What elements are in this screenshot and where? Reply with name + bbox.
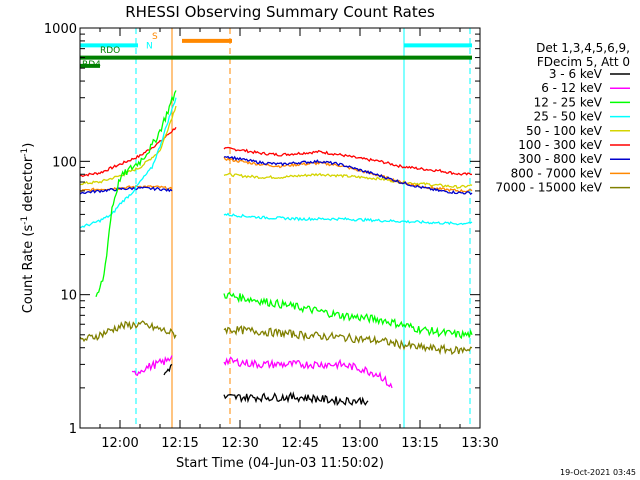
legend-label-7: 800 - 7000 keV bbox=[511, 166, 603, 180]
legend-label-8: 7000 - 15000 keV bbox=[495, 181, 602, 195]
y-tick-label-1: 10 bbox=[60, 289, 77, 304]
x-tick-label-5: 13:15 bbox=[401, 436, 438, 451]
series-line-12-25-keV-11 bbox=[223, 291, 473, 340]
series-line-100-300-keV-1 bbox=[223, 146, 473, 176]
plot-frame bbox=[79, 27, 481, 429]
series-line-6-12-keV-12 bbox=[131, 355, 173, 377]
legend-label-4: 50 - 100 keV bbox=[526, 124, 603, 138]
series-line-300-800-keV-6 bbox=[79, 186, 173, 195]
legend-label-3: 25 - 50 keV bbox=[534, 110, 603, 124]
x-tick-label-4: 13:00 bbox=[341, 436, 378, 451]
x-tick-label-1: 12:15 bbox=[161, 436, 198, 451]
y-tick-label-3: 1000 bbox=[44, 22, 77, 37]
legend-header-line1: Det 1,3,4,5,6,9, bbox=[536, 41, 630, 55]
y-axis-label-exp2: -1 bbox=[20, 148, 30, 157]
timestamp: 19-Oct-2021 03:45 bbox=[560, 468, 636, 477]
series-line-6-12-keV-13 bbox=[223, 356, 393, 389]
flag-label-2: RDO bbox=[100, 46, 120, 56]
y-tick-label-2: 100 bbox=[52, 155, 77, 170]
series-line-7000-15000-keV-16 bbox=[79, 320, 177, 343]
legend-label-2: 12 - 25 keV bbox=[534, 95, 603, 109]
y-axis-label: Count Rate (s-1 detector-1) bbox=[20, 143, 36, 314]
plot-area: SN RDO RD4 bbox=[79, 28, 473, 428]
y-tick-label-0: 1 bbox=[69, 422, 77, 437]
flag-label-0: S bbox=[152, 32, 158, 42]
y-axis-label-mid: detector bbox=[21, 156, 36, 216]
y-axis-label-end: ) bbox=[21, 143, 36, 148]
axis-ticks: 12:00 12:15 12:30 12:45 13:00 13:15 13:30 1 10 10… bbox=[44, 22, 499, 451]
flag-label-1: N bbox=[146, 42, 153, 52]
x-tick-label-2: 12:30 bbox=[221, 436, 258, 451]
series-line-100-300-keV-0 bbox=[79, 126, 177, 178]
series-line-3-6-keV-14 bbox=[163, 363, 173, 376]
x-tick-label-6: 13:30 bbox=[461, 436, 498, 451]
series-line-300-800-keV-7 bbox=[223, 155, 473, 196]
flag-label-3: RD4 bbox=[82, 60, 101, 70]
series-line-25-50-keV-9 bbox=[223, 212, 473, 226]
series-line-25-50-keV-8 bbox=[79, 97, 177, 229]
legend-label-1: 6 - 12 keV bbox=[541, 81, 603, 95]
series-line-7000-15000-keV-17 bbox=[223, 325, 473, 356]
x-tick-label-3: 12:45 bbox=[281, 436, 318, 451]
legend-header-line2: FDecim 5, Att 0 bbox=[537, 55, 630, 69]
series-line-3-6-keV-15 bbox=[223, 391, 369, 407]
legend-label-0: 3 - 6 keV bbox=[549, 67, 603, 81]
legend-label-5: 100 - 300 keV bbox=[518, 138, 602, 152]
series-line-800-7000-keV-4 bbox=[79, 184, 173, 193]
x-axis-label: Start Time (04-Jun-03 11:50:02) bbox=[176, 456, 384, 471]
legend-label-6: 300 - 800 keV bbox=[518, 152, 602, 166]
y-axis-label-exp1: -1 bbox=[20, 216, 30, 225]
chart-title: RHESSI Observing Summary Count Rates bbox=[125, 3, 435, 21]
series-line-12-25-keV-10 bbox=[95, 90, 177, 298]
x-tick-label-0: 12:00 bbox=[101, 436, 138, 451]
y-axis-label-main: Count Rate (s bbox=[21, 225, 36, 314]
series-line-50-100-keV-3 bbox=[223, 172, 473, 190]
